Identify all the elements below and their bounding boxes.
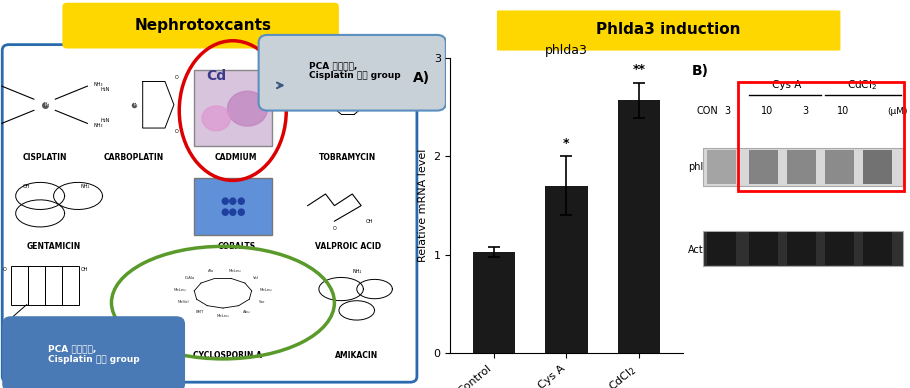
Text: OH: OH bbox=[81, 267, 88, 272]
Text: OH: OH bbox=[23, 184, 31, 189]
Text: CADMIUM: CADMIUM bbox=[215, 152, 258, 162]
Text: Cys A: Cys A bbox=[772, 80, 801, 90]
Title: phlda3: phlda3 bbox=[545, 44, 588, 57]
FancyBboxPatch shape bbox=[497, 10, 841, 50]
FancyBboxPatch shape bbox=[258, 35, 446, 111]
Text: A): A) bbox=[413, 71, 430, 85]
Text: B): B) bbox=[692, 64, 709, 78]
Text: Cd: Cd bbox=[207, 69, 227, 83]
Text: Pt: Pt bbox=[45, 102, 49, 107]
Text: O: O bbox=[3, 267, 6, 272]
Text: (μM): (μM) bbox=[887, 107, 908, 116]
Text: PCA 분석에서,
Cisplatin 다른 group: PCA 분석에서, Cisplatin 다른 group bbox=[48, 344, 139, 364]
Text: BMT: BMT bbox=[196, 310, 204, 314]
FancyBboxPatch shape bbox=[2, 45, 417, 382]
Text: 3: 3 bbox=[802, 106, 808, 116]
FancyBboxPatch shape bbox=[194, 178, 272, 235]
FancyBboxPatch shape bbox=[63, 3, 339, 48]
Text: D-Ala: D-Ala bbox=[185, 276, 196, 280]
FancyBboxPatch shape bbox=[787, 232, 816, 265]
Text: MeLeu: MeLeu bbox=[174, 288, 187, 292]
FancyBboxPatch shape bbox=[864, 232, 892, 265]
Text: MeLeu: MeLeu bbox=[217, 314, 229, 318]
FancyBboxPatch shape bbox=[864, 151, 892, 184]
FancyBboxPatch shape bbox=[825, 232, 854, 265]
Text: NH₂: NH₂ bbox=[352, 269, 361, 274]
Text: O: O bbox=[174, 75, 178, 80]
Text: **: ** bbox=[632, 63, 645, 76]
Text: O: O bbox=[174, 130, 178, 134]
Text: NH₃: NH₃ bbox=[94, 123, 103, 128]
Text: CARBOPLATIN: CARBOPLATIN bbox=[104, 152, 164, 162]
Text: *: * bbox=[563, 137, 570, 150]
Text: Phlda3 induction: Phlda3 induction bbox=[596, 22, 741, 37]
Text: Pt: Pt bbox=[134, 102, 138, 107]
FancyBboxPatch shape bbox=[707, 232, 736, 265]
FancyBboxPatch shape bbox=[750, 232, 778, 265]
Bar bbox=[618, 100, 660, 353]
Text: H₂N: H₂N bbox=[100, 118, 109, 123]
FancyBboxPatch shape bbox=[194, 70, 272, 146]
FancyBboxPatch shape bbox=[2, 316, 185, 388]
Text: AMIKACIN: AMIKACIN bbox=[335, 350, 379, 360]
FancyBboxPatch shape bbox=[703, 231, 904, 266]
Text: OH: OH bbox=[366, 219, 373, 223]
Text: ●●●
●●●: ●●● ●●● bbox=[220, 196, 246, 217]
Text: 3: 3 bbox=[724, 106, 730, 116]
FancyBboxPatch shape bbox=[707, 151, 736, 184]
Y-axis label: Relative mRNA level: Relative mRNA level bbox=[418, 149, 428, 262]
FancyBboxPatch shape bbox=[787, 151, 816, 184]
Text: MeLeu: MeLeu bbox=[229, 269, 241, 273]
Text: phlda3: phlda3 bbox=[688, 162, 722, 172]
Text: GENTAMICIN: GENTAMICIN bbox=[26, 242, 81, 251]
Text: CYCLOSPORIN A: CYCLOSPORIN A bbox=[193, 350, 262, 360]
Text: COBALTS: COBALTS bbox=[217, 242, 256, 251]
Text: Actin: Actin bbox=[688, 245, 713, 255]
Text: DOXORUBICIN: DOXORUBICIN bbox=[15, 350, 75, 360]
Text: VALPROIC ACID: VALPROIC ACID bbox=[315, 242, 381, 251]
Text: 10: 10 bbox=[837, 106, 849, 116]
Circle shape bbox=[228, 91, 268, 126]
Bar bbox=[545, 186, 588, 353]
Circle shape bbox=[202, 106, 230, 131]
Text: Abu: Abu bbox=[243, 310, 250, 314]
FancyBboxPatch shape bbox=[703, 148, 904, 187]
Text: 10: 10 bbox=[761, 106, 774, 116]
Text: TOBRAMYCIN: TOBRAMYCIN bbox=[319, 152, 377, 162]
FancyBboxPatch shape bbox=[825, 151, 854, 184]
FancyBboxPatch shape bbox=[750, 151, 778, 184]
Text: CISPLATIN: CISPLATIN bbox=[23, 152, 66, 162]
Text: CdCl$_2$: CdCl$_2$ bbox=[847, 78, 877, 92]
Text: NH₂: NH₂ bbox=[80, 184, 89, 189]
Text: Nephrotoxcants: Nephrotoxcants bbox=[135, 18, 271, 33]
Text: NH₂: NH₂ bbox=[343, 102, 352, 107]
Text: PCA 분석에서,
Cisplatin 동일 group: PCA 분석에서, Cisplatin 동일 group bbox=[308, 61, 400, 80]
Text: CON: CON bbox=[696, 106, 718, 116]
Text: NH₃: NH₃ bbox=[94, 82, 103, 87]
Text: Val: Val bbox=[253, 276, 258, 280]
Bar bbox=[473, 252, 515, 353]
Text: H₂N: H₂N bbox=[100, 87, 109, 92]
Text: Ala: Ala bbox=[207, 269, 214, 273]
Text: Sar: Sar bbox=[259, 300, 266, 304]
Text: O: O bbox=[332, 227, 337, 231]
Text: MeLeu: MeLeu bbox=[259, 288, 272, 292]
Text: MeVal: MeVal bbox=[177, 300, 189, 304]
